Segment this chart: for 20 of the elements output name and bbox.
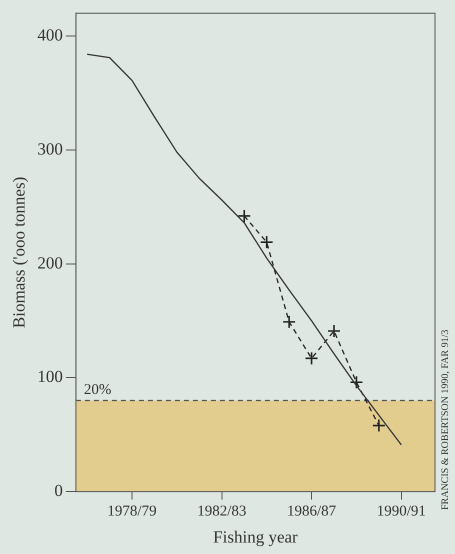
x-tick-label: 1982/83 xyxy=(197,504,246,520)
point xyxy=(327,324,341,338)
y-tick-label: 0 xyxy=(54,481,63,500)
y-tick-label: 100 xyxy=(37,367,63,386)
y-tick-label: 400 xyxy=(37,25,63,44)
point xyxy=(282,315,296,329)
point xyxy=(350,375,364,390)
point xyxy=(304,352,318,366)
x-tick-label: 1986/87 xyxy=(286,504,337,520)
band-label: 20% xyxy=(84,382,112,398)
point xyxy=(260,235,274,249)
x-tick-label: 1990/91 xyxy=(376,504,426,520)
y-tick-label: 300 xyxy=(37,139,63,158)
x-tick-label: 1978/79 xyxy=(107,504,157,520)
y-tick-label: 200 xyxy=(37,253,63,272)
text: FRANCIS & ROBERTSON 1990, FAR 91/3 xyxy=(440,330,451,510)
point xyxy=(372,418,386,432)
point xyxy=(237,209,252,223)
x-axis-title: Fishing year xyxy=(213,527,298,546)
y-axis-title: Biomass ('ooo tonnes) xyxy=(10,176,29,328)
